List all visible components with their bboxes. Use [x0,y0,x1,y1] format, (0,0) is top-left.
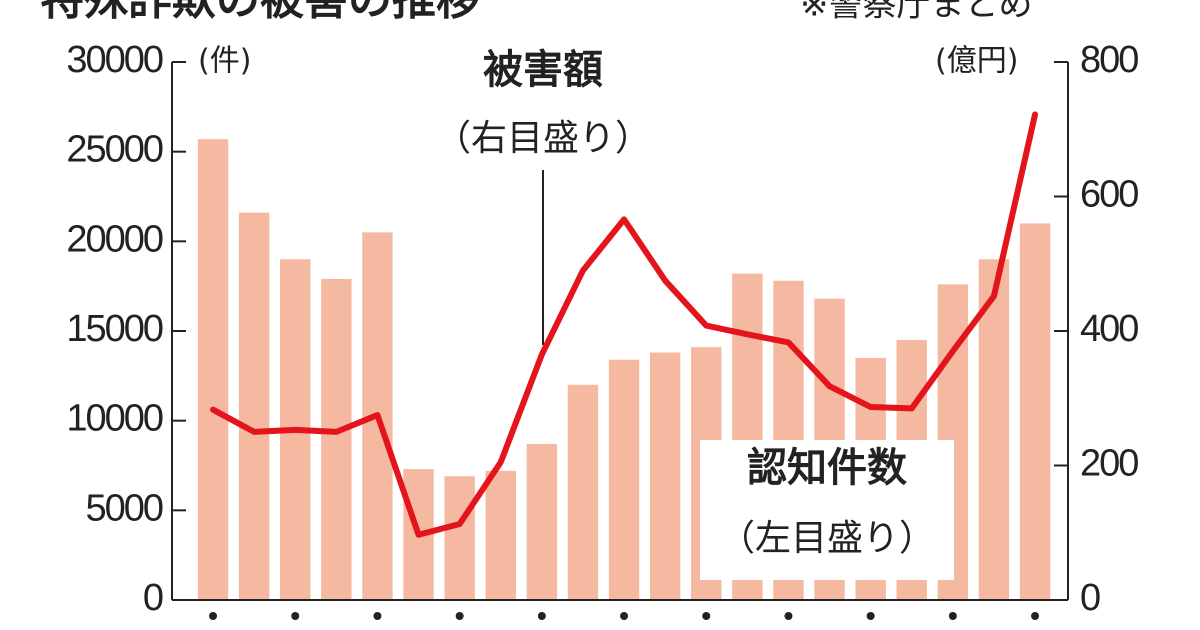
x-tick-dot [620,612,629,620]
y-tick-label: 25000 [66,129,163,171]
bar [197,139,229,600]
chart-title: 特殊詐欺の被害の推移 [40,0,480,25]
bar [238,212,270,600]
bar-series-label: 認知件数 [747,445,907,491]
bar [608,359,640,600]
bar [526,443,558,600]
line-series-label: 被害額 [483,47,603,93]
source-note: ※警察庁まとめ [800,0,1033,25]
bar-series-sublabel: （左目盛り） [719,518,935,559]
y2-unit: (億円) [935,44,1018,79]
y2-tick-label: 600 [1080,174,1138,216]
y2-tick-label: 200 [1080,443,1138,485]
x-tick-dot [291,612,300,620]
bar [567,384,599,600]
x-tick-dot [784,612,793,620]
label-box [700,440,954,580]
bar [485,470,516,600]
x-tick-dot [455,612,464,620]
x-tick-dot [537,612,546,620]
y-tick-label: 5000 [85,487,162,529]
y-tick-label: 10000 [66,398,163,440]
bar [444,476,475,600]
y2-tick-label: 800 [1080,39,1138,81]
bar [321,278,352,600]
bar [649,352,681,600]
x-tick-dot [702,612,711,620]
y-tick-label: 15000 [66,308,163,350]
x-tick-dot [1031,612,1040,620]
x-tick-dot [373,612,382,620]
bar [1019,223,1051,600]
x-tick-dot [948,612,957,620]
y2-tick-label: 400 [1080,308,1138,350]
line [210,111,1039,538]
bar [978,259,1010,600]
x-tick-dot [866,612,875,620]
y-tick-label: 30000 [66,39,163,81]
x-tick-dot [209,612,218,620]
y-unit: (件) [198,44,251,79]
y2-tick-label: 0 [1080,577,1100,619]
line-series-sublabel: （右目盛り） [435,118,651,159]
y-tick-label: 0 [143,577,163,619]
y-tick-label: 20000 [66,218,163,260]
